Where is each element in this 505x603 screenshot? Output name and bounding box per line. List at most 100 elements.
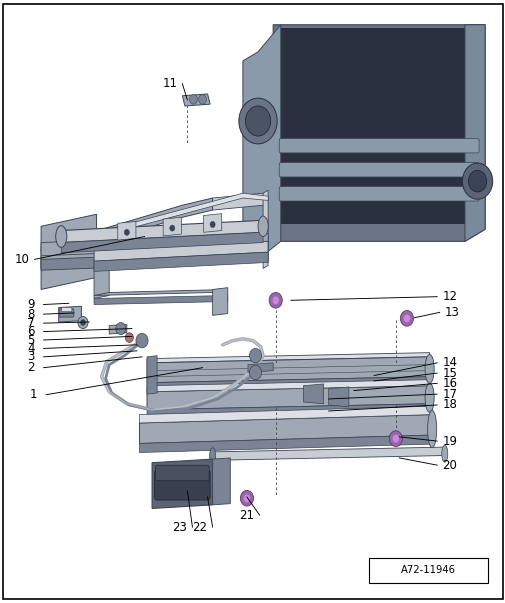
- Polygon shape: [147, 353, 429, 363]
- Circle shape: [116, 323, 126, 335]
- Polygon shape: [203, 213, 221, 232]
- Polygon shape: [280, 28, 479, 223]
- Circle shape: [388, 431, 401, 446]
- Circle shape: [78, 317, 88, 329]
- Polygon shape: [61, 232, 263, 253]
- Text: 13: 13: [444, 306, 459, 319]
- Circle shape: [245, 106, 270, 136]
- Polygon shape: [464, 25, 484, 241]
- Polygon shape: [94, 295, 227, 305]
- Circle shape: [269, 292, 282, 308]
- Polygon shape: [139, 406, 431, 423]
- Polygon shape: [328, 387, 348, 407]
- Text: 14: 14: [441, 356, 457, 370]
- Polygon shape: [109, 324, 127, 334]
- Polygon shape: [41, 198, 212, 268]
- Text: 10: 10: [15, 253, 29, 266]
- Polygon shape: [41, 193, 268, 252]
- Ellipse shape: [424, 384, 433, 412]
- Ellipse shape: [209, 447, 215, 464]
- Polygon shape: [247, 363, 273, 373]
- Polygon shape: [61, 220, 263, 242]
- Polygon shape: [163, 217, 181, 236]
- Ellipse shape: [427, 411, 436, 447]
- Polygon shape: [59, 306, 81, 322]
- FancyBboxPatch shape: [59, 309, 74, 317]
- Ellipse shape: [56, 226, 67, 247]
- Text: A72-11946: A72-11946: [400, 566, 454, 575]
- Circle shape: [238, 98, 277, 144]
- Polygon shape: [94, 259, 109, 298]
- Text: 5: 5: [27, 333, 34, 347]
- Text: 21: 21: [239, 508, 254, 522]
- Ellipse shape: [424, 355, 433, 384]
- FancyBboxPatch shape: [156, 465, 209, 481]
- Text: 3: 3: [27, 350, 34, 364]
- Polygon shape: [147, 357, 429, 383]
- Text: 22: 22: [192, 520, 207, 534]
- Polygon shape: [118, 221, 136, 240]
- Text: 20: 20: [441, 459, 457, 472]
- Circle shape: [272, 296, 279, 305]
- Text: 7: 7: [27, 317, 35, 330]
- Text: 1: 1: [30, 388, 37, 401]
- Circle shape: [402, 314, 410, 323]
- Circle shape: [136, 333, 148, 348]
- Circle shape: [189, 95, 197, 104]
- Polygon shape: [147, 356, 157, 394]
- Circle shape: [243, 494, 250, 502]
- Text: 11: 11: [162, 77, 177, 90]
- Polygon shape: [139, 415, 431, 443]
- Text: 23: 23: [172, 520, 187, 534]
- Text: 16: 16: [441, 377, 457, 390]
- Text: 17: 17: [441, 388, 457, 400]
- Circle shape: [249, 349, 261, 363]
- Text: 8: 8: [27, 308, 34, 321]
- Text: 6: 6: [27, 325, 35, 338]
- Polygon shape: [94, 241, 268, 261]
- Polygon shape: [263, 190, 268, 268]
- FancyBboxPatch shape: [155, 470, 210, 500]
- Circle shape: [468, 171, 486, 192]
- Polygon shape: [212, 447, 444, 460]
- FancyBboxPatch shape: [279, 186, 478, 201]
- FancyBboxPatch shape: [279, 163, 478, 177]
- Ellipse shape: [441, 445, 447, 462]
- Polygon shape: [147, 377, 429, 392]
- Text: 12: 12: [441, 290, 457, 303]
- Text: 19: 19: [441, 435, 457, 447]
- Polygon shape: [41, 233, 268, 256]
- Polygon shape: [41, 250, 268, 270]
- Circle shape: [125, 333, 133, 343]
- Circle shape: [198, 95, 206, 104]
- FancyBboxPatch shape: [279, 139, 478, 153]
- Polygon shape: [242, 25, 280, 259]
- Polygon shape: [94, 252, 268, 271]
- FancyBboxPatch shape: [62, 308, 72, 312]
- Circle shape: [249, 365, 261, 380]
- Circle shape: [80, 320, 85, 326]
- Polygon shape: [303, 384, 323, 404]
- Circle shape: [391, 434, 398, 443]
- Ellipse shape: [169, 225, 174, 231]
- Circle shape: [462, 163, 492, 199]
- Text: 2: 2: [27, 361, 35, 374]
- Text: 15: 15: [441, 367, 457, 380]
- Polygon shape: [147, 380, 429, 392]
- Polygon shape: [147, 386, 429, 410]
- Polygon shape: [273, 25, 484, 241]
- Polygon shape: [212, 193, 268, 210]
- Ellipse shape: [258, 216, 268, 236]
- Ellipse shape: [210, 221, 215, 227]
- Polygon shape: [152, 459, 212, 508]
- Circle shape: [240, 490, 253, 506]
- Text: 18: 18: [441, 399, 457, 411]
- Circle shape: [399, 311, 413, 326]
- Polygon shape: [182, 94, 210, 106]
- Polygon shape: [41, 214, 96, 289]
- Polygon shape: [139, 435, 431, 452]
- Polygon shape: [147, 404, 429, 419]
- Ellipse shape: [124, 229, 129, 235]
- Polygon shape: [94, 289, 227, 295]
- Text: 9: 9: [27, 298, 35, 311]
